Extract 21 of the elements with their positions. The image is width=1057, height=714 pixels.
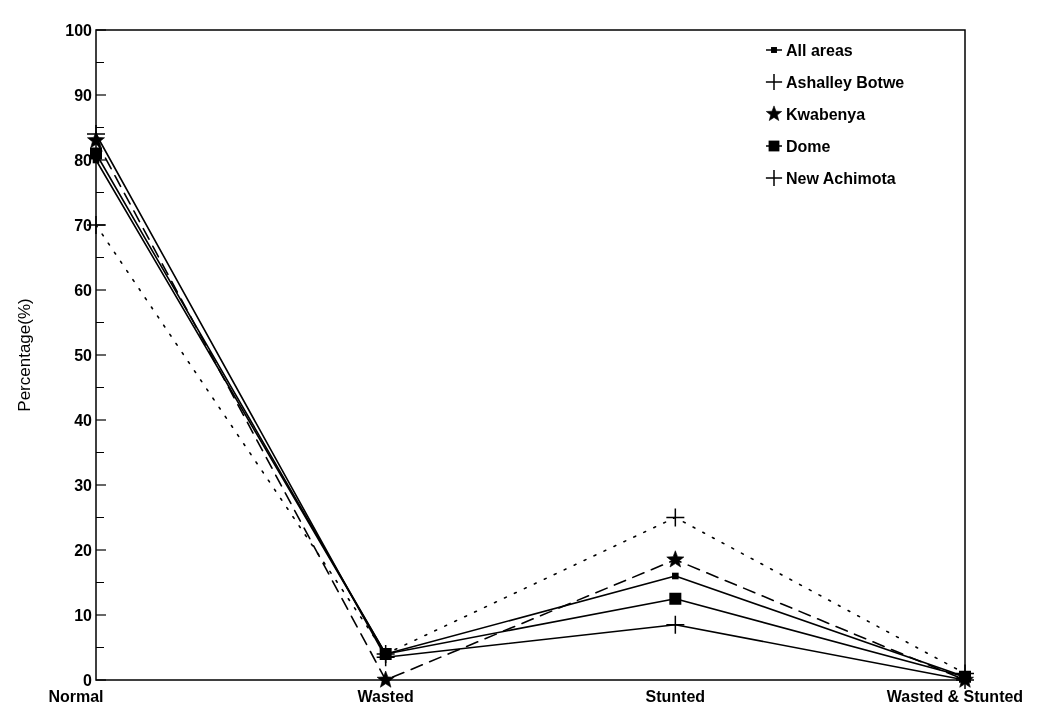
y-tick-label: 0 <box>83 671 93 689</box>
y-tick-label: 20 <box>74 541 93 559</box>
x-tick-label: Normal <box>48 688 104 705</box>
x-tick-label: Stunted <box>645 688 706 705</box>
y-tick-label: 10 <box>74 606 93 624</box>
legend-label: Dome <box>786 137 831 155</box>
y-tick-label: 70 <box>74 216 93 234</box>
y-tick-label: 40 <box>74 411 93 429</box>
y-tick-label: 100 <box>65 21 93 39</box>
y-tick-label: 80 <box>74 151 93 169</box>
legend-label: All areas <box>786 41 853 59</box>
y-axis-title: Percentage(%) <box>15 298 34 412</box>
legend-label: Ashalley Botwe <box>786 73 905 91</box>
y-tick-label: 90 <box>74 86 93 104</box>
y-tick-label: 50 <box>74 346 93 364</box>
y-tick-label: 60 <box>74 281 93 299</box>
y-tick-label: 30 <box>74 476 93 494</box>
legend-label: Kwabenya <box>786 105 866 123</box>
x-tick-label: Wasted <box>357 688 414 705</box>
x-tick-label: Wasted & Stunted <box>886 688 1024 705</box>
legend-label: New Achimota <box>786 169 896 187</box>
